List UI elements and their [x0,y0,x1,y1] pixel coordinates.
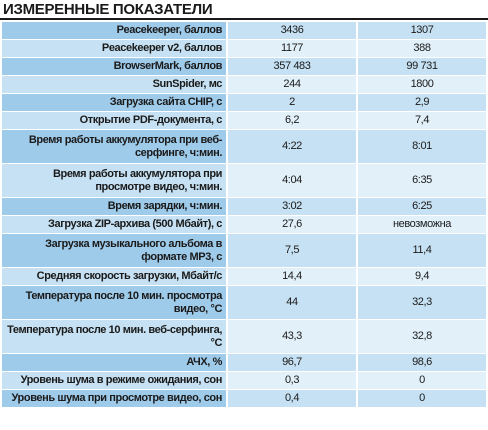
metric-value: 0,3 [228,372,356,389]
results-table: Peacekeeper, баллов 3436 1307 Peacekeeper v… [0,21,488,408]
metric-value: 357 483 [228,58,356,75]
metric-value: 0,4 [228,390,356,407]
table-row: Загрузка сайта CHIP, с 2 2,9 [2,94,486,111]
metric-value: 27,6 [228,216,356,233]
table-row: Температура после 10 мин. просмотра виде… [2,286,486,319]
table-row: Загрузка музыкального альбома в формате … [2,234,486,267]
metric-label: Открытие PDF-документа, с [2,112,226,129]
metric-value: 1177 [228,40,356,57]
table-row: Средняя скорость загрузки, Мбайт/с 14,4 9,… [2,268,486,285]
metric-label: АЧХ, % [2,354,226,371]
metric-label: Загрузка музыкального альбома в формате … [2,234,226,267]
metric-label: Peacekeeper v2, баллов [2,40,226,57]
metric-value: 96,7 [228,354,356,371]
metric-value: 0 [358,372,486,389]
table-row: Время работы аккумулятора при веб-серфин… [2,130,486,163]
metric-value: 7,4 [358,112,486,129]
metric-label: Уровень шума при просмотре видео, сон [2,390,226,407]
metric-value: 6:25 [358,198,486,215]
metric-value: 2,9 [358,94,486,111]
table-row: Уровень шума в режиме ожидания, сон 0,3 0 [2,372,486,389]
title: ИЗМЕРЕННЫЕ ПОКАЗАТЕЛИ [0,0,488,20]
metric-value: 7,5 [228,234,356,267]
metric-label: Peacekeeper, баллов [2,22,226,39]
metric-value: 32,8 [358,320,486,353]
table-row: АЧХ, % 96,7 98,6 [2,354,486,371]
table-body: Peacekeeper, баллов 3436 1307 Peacekeeper v… [2,22,486,407]
metric-label: Средняя скорость загрузки, Мбайт/с [2,268,226,285]
metric-label: Загрузка сайта CHIP, с [2,94,226,111]
metric-label: Время зарядки, ч:мин. [2,198,226,215]
metric-value: 2 [228,94,356,111]
metric-value: 14,4 [228,268,356,285]
metric-value: 32,3 [358,286,486,319]
table-row: SunSpider, мс 244 1800 [2,76,486,93]
table-row: Peacekeeper v2, баллов 1177 388 [2,40,486,57]
metric-value: 8:01 [358,130,486,163]
metric-value: 6,2 [228,112,356,129]
metric-label: SunSpider, мс [2,76,226,93]
metric-value: невозможна [358,216,486,233]
metric-value: 99 731 [358,58,486,75]
table-row: Время работы аккумулятора при просмотре … [2,164,486,197]
table-row: BrowserMark, баллов 357 483 99 731 [2,58,486,75]
table-row: Открытие PDF-документа, с 6,2 7,4 [2,112,486,129]
metric-value: 98,6 [358,354,486,371]
table-row: Peacekeeper, баллов 3436 1307 [2,22,486,39]
metric-value: 1307 [358,22,486,39]
metric-label: Температура после 10 мин. просмотра виде… [2,286,226,319]
metric-label: BrowserMark, баллов [2,58,226,75]
metric-value: 43,3 [228,320,356,353]
metric-value: 4:04 [228,164,356,197]
metric-label: Время работы аккумулятора при просмотре … [2,164,226,197]
metric-value: 3:02 [228,198,356,215]
metric-label: Уровень шума в режиме ожидания, сон [2,372,226,389]
metric-value: 44 [228,286,356,319]
metric-value: 4:22 [228,130,356,163]
table-row: Загрузка ZIP-архива (500 Мбайт), с 27,6 не… [2,216,486,233]
metric-label: Температура после 10 мин. веб-серфинга, … [2,320,226,353]
metric-value: 244 [228,76,356,93]
metric-value: 6:35 [358,164,486,197]
metric-value: 9,4 [358,268,486,285]
metric-value: 1800 [358,76,486,93]
metric-value: 11,4 [358,234,486,267]
table-row: Время зарядки, ч:мин. 3:02 6:25 [2,198,486,215]
table-row: Температура после 10 мин. веб-серфинга, … [2,320,486,353]
metric-label: Время работы аккумулятора при веб-серфин… [2,130,226,163]
metric-value: 388 [358,40,486,57]
metric-value: 0 [358,390,486,407]
metric-value: 3436 [228,22,356,39]
metric-label: Загрузка ZIP-архива (500 Мбайт), с [2,216,226,233]
table-row: Уровень шума при просмотре видео, сон 0,4… [2,390,486,407]
